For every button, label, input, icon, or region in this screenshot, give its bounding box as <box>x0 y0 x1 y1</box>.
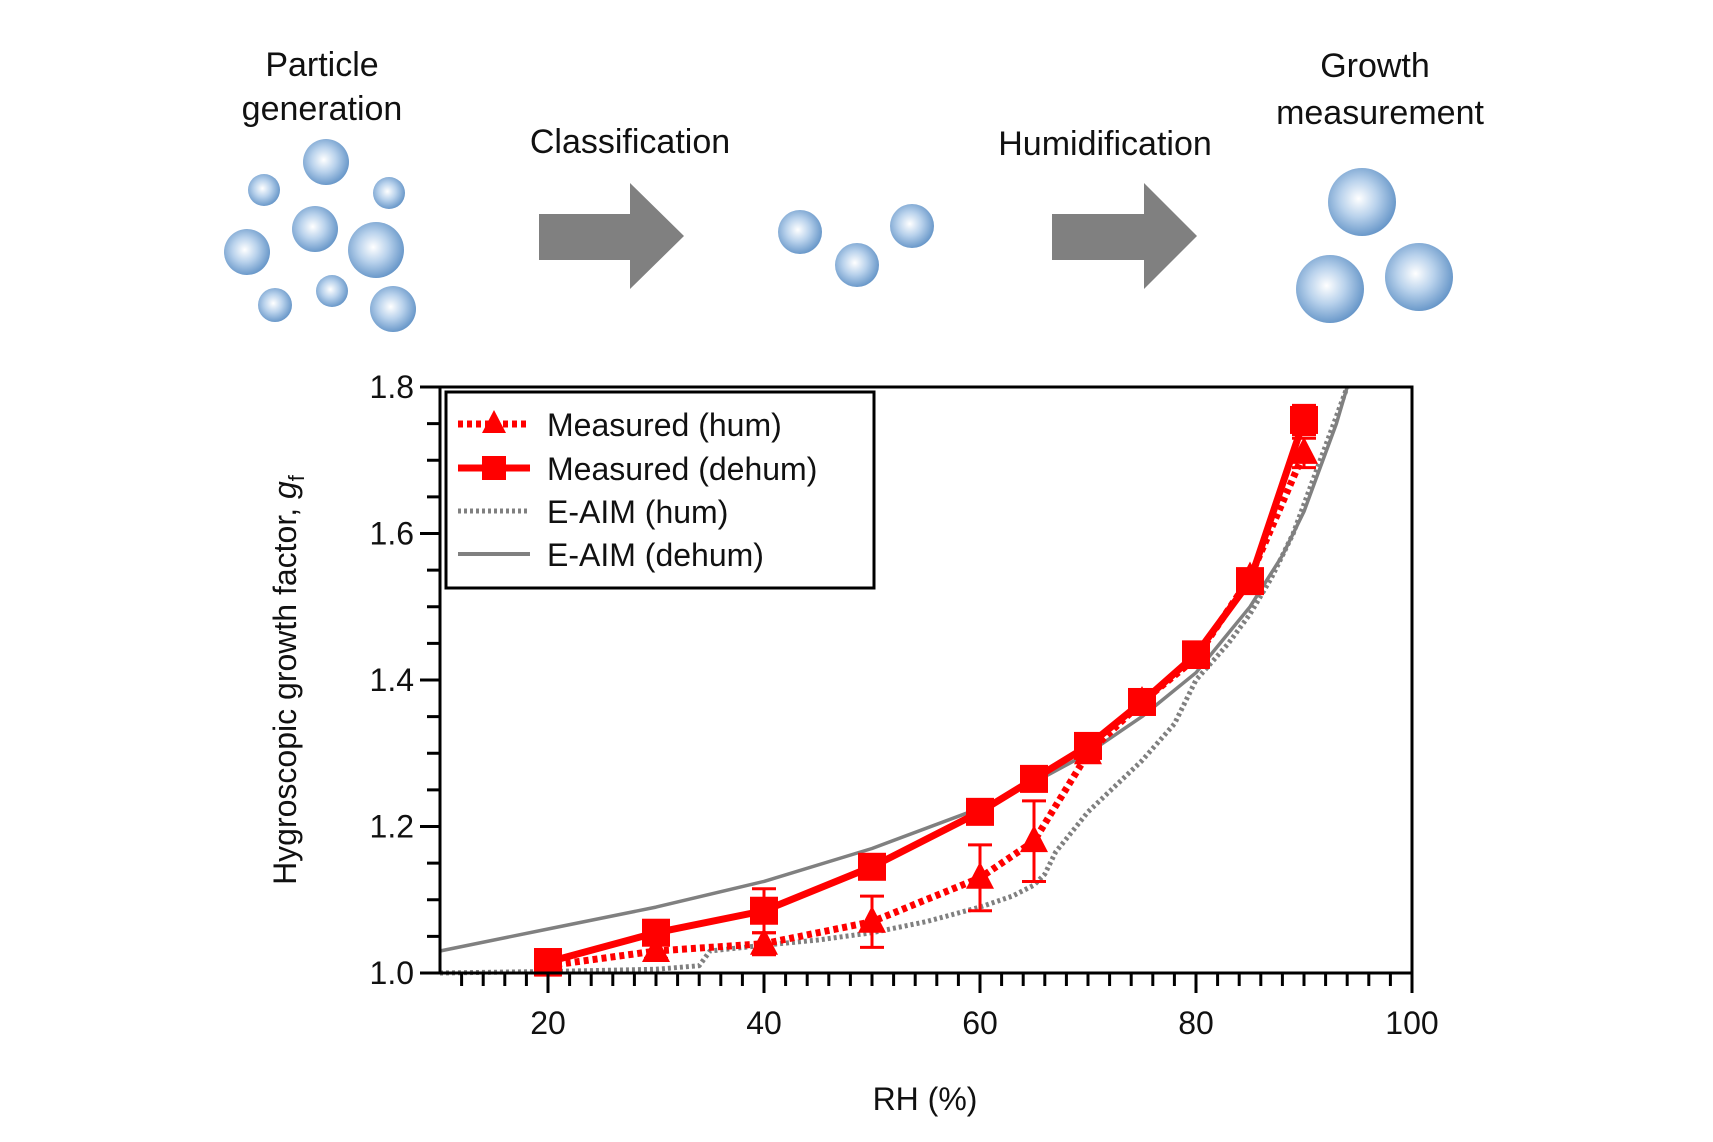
x-tick-label: 20 <box>530 1005 566 1041</box>
particle-cluster-grown <box>1296 168 1453 323</box>
y-tick-label: 1.0 <box>370 955 414 991</box>
data-point-square <box>534 948 562 977</box>
x-tick-label: 40 <box>746 1005 782 1041</box>
y-axis-title-text: Hygroscopic growth factor, <box>267 499 303 885</box>
data-point-square <box>858 852 886 881</box>
stage-label-growth-measurement-line2: measurement <box>1276 94 1484 132</box>
y-tick-label: 1.8 <box>370 369 414 405</box>
series-layer <box>439 386 1350 977</box>
data-point-square <box>642 918 670 947</box>
chart: 20 40 60 80 100 1.0 1.2 1.4 1.6 1.8 RH (%) Hygros… <box>267 369 1439 1117</box>
legend-square-marker <box>482 456 506 480</box>
particle <box>890 204 934 248</box>
process-diagram: Particle generation Classification Humid… <box>224 46 1484 332</box>
arrow-icon <box>1052 183 1197 289</box>
legend-item-eaim-hum: E-AIM (hum) <box>458 494 728 530</box>
particle <box>778 210 822 254</box>
legend-label: Measured (hum) <box>547 407 782 443</box>
legend-item-measured-dehum: Measured (dehum) <box>458 451 817 487</box>
data-point-square <box>966 797 994 826</box>
particle <box>835 243 879 287</box>
data-point-square <box>750 896 778 925</box>
x-axis-title: RH (%) <box>873 1081 978 1117</box>
legend-label: E-AIM (hum) <box>547 494 728 530</box>
particle-cluster-generation <box>224 139 416 332</box>
data-point-triangle <box>1290 436 1318 464</box>
legend-item-measured-hum: Measured (hum) <box>458 407 782 443</box>
y-tick-label: 1.6 <box>370 516 414 552</box>
particle <box>224 229 270 275</box>
data-point-square <box>1074 731 1102 760</box>
particle <box>348 222 404 278</box>
data-point-square <box>1020 764 1048 793</box>
legend-label: E-AIM (dehum) <box>547 537 764 573</box>
x-tick-label: 60 <box>962 1005 998 1041</box>
stage-label-particle-generation-line1: Particle <box>265 46 378 84</box>
stage-label-particle-generation-line2: generation <box>242 90 403 128</box>
particle <box>258 288 292 322</box>
y-tick-label: 1.2 <box>370 809 414 845</box>
y-axis-title: Hygroscopic growth factor, gf <box>267 474 309 885</box>
particle <box>303 139 349 185</box>
data-point-square <box>1182 640 1210 669</box>
y-tick-label: 1.4 <box>370 662 414 698</box>
data-point-triangle <box>1020 825 1048 853</box>
data-point-triangle <box>966 861 994 889</box>
ticks-layer: 20 40 60 80 100 1.0 1.2 1.4 1.6 1.8 <box>370 369 1439 1041</box>
particle <box>370 286 416 332</box>
particle <box>373 177 405 209</box>
legend: Measured (hum) Measured (dehum) E-AIM (h… <box>444 390 876 590</box>
data-point-square <box>1236 567 1264 596</box>
data-point-square <box>1290 405 1318 434</box>
particle <box>248 174 280 206</box>
x-tick-label: 80 <box>1178 1005 1214 1041</box>
particle <box>316 275 348 307</box>
stage-label-humidification: Humidification <box>998 125 1212 163</box>
arrow-icon <box>539 183 684 289</box>
series-line <box>439 386 1349 953</box>
data-point-square <box>1128 687 1156 716</box>
particle <box>1385 243 1453 311</box>
y-axis-title-symbol: g <box>267 481 303 499</box>
x-tick-label: 100 <box>1385 1005 1438 1041</box>
stage-label-classification: Classification <box>530 123 730 161</box>
data-point-triangle <box>858 905 886 933</box>
legend-triangle-marker <box>482 410 506 433</box>
particle <box>1328 168 1396 236</box>
particle <box>292 206 338 252</box>
legend-item-eaim-dehum: E-AIM (dehum) <box>458 537 764 573</box>
particle-cluster-classified <box>778 204 934 287</box>
stage-label-growth-measurement-line1: Growth <box>1320 47 1430 85</box>
legend-label: Measured (dehum) <box>547 451 817 487</box>
particle <box>1296 255 1364 323</box>
data-point-triangle <box>642 935 670 963</box>
y-axis-title-subscript: f <box>284 474 309 481</box>
data-point-triangle <box>750 927 778 955</box>
series-line <box>547 451 1308 970</box>
